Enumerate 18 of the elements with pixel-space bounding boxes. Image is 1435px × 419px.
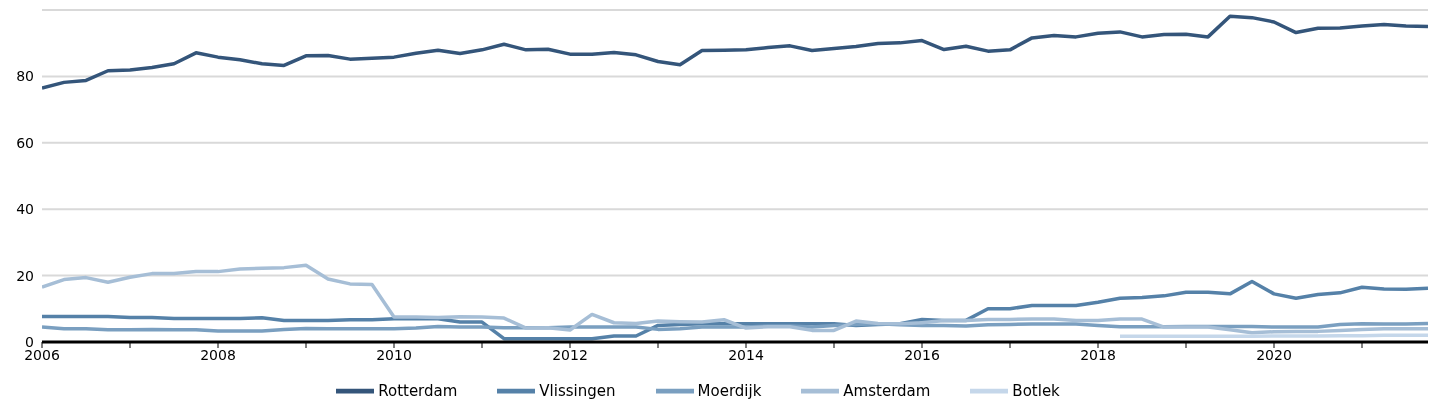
legend-label: Moerdijk	[697, 381, 762, 400]
legend-label: Vlissingen	[539, 381, 616, 400]
x-tick-label: 2008	[200, 346, 236, 363]
x-tick-label: 2014	[728, 346, 764, 363]
x-tick-label: 2016	[904, 346, 940, 363]
y-tick-label: 60	[16, 134, 34, 151]
x-tick-label: 2012	[552, 346, 588, 363]
y-tick-label: 40	[16, 201, 34, 218]
legend-label: Botlek	[1012, 381, 1060, 400]
y-tick-label: 20	[16, 267, 34, 284]
line-series	[42, 263, 1428, 335]
legend-label: Rotterdam	[378, 381, 458, 400]
y-tick-label: 80	[16, 68, 34, 85]
x-tick-label: 2020	[1256, 346, 1292, 363]
x-tick-label: 2018	[1080, 346, 1116, 363]
line-series	[42, 14, 1428, 90]
legend-label: Amsterdam	[843, 381, 931, 400]
x-tick-label: 2010	[376, 346, 412, 363]
